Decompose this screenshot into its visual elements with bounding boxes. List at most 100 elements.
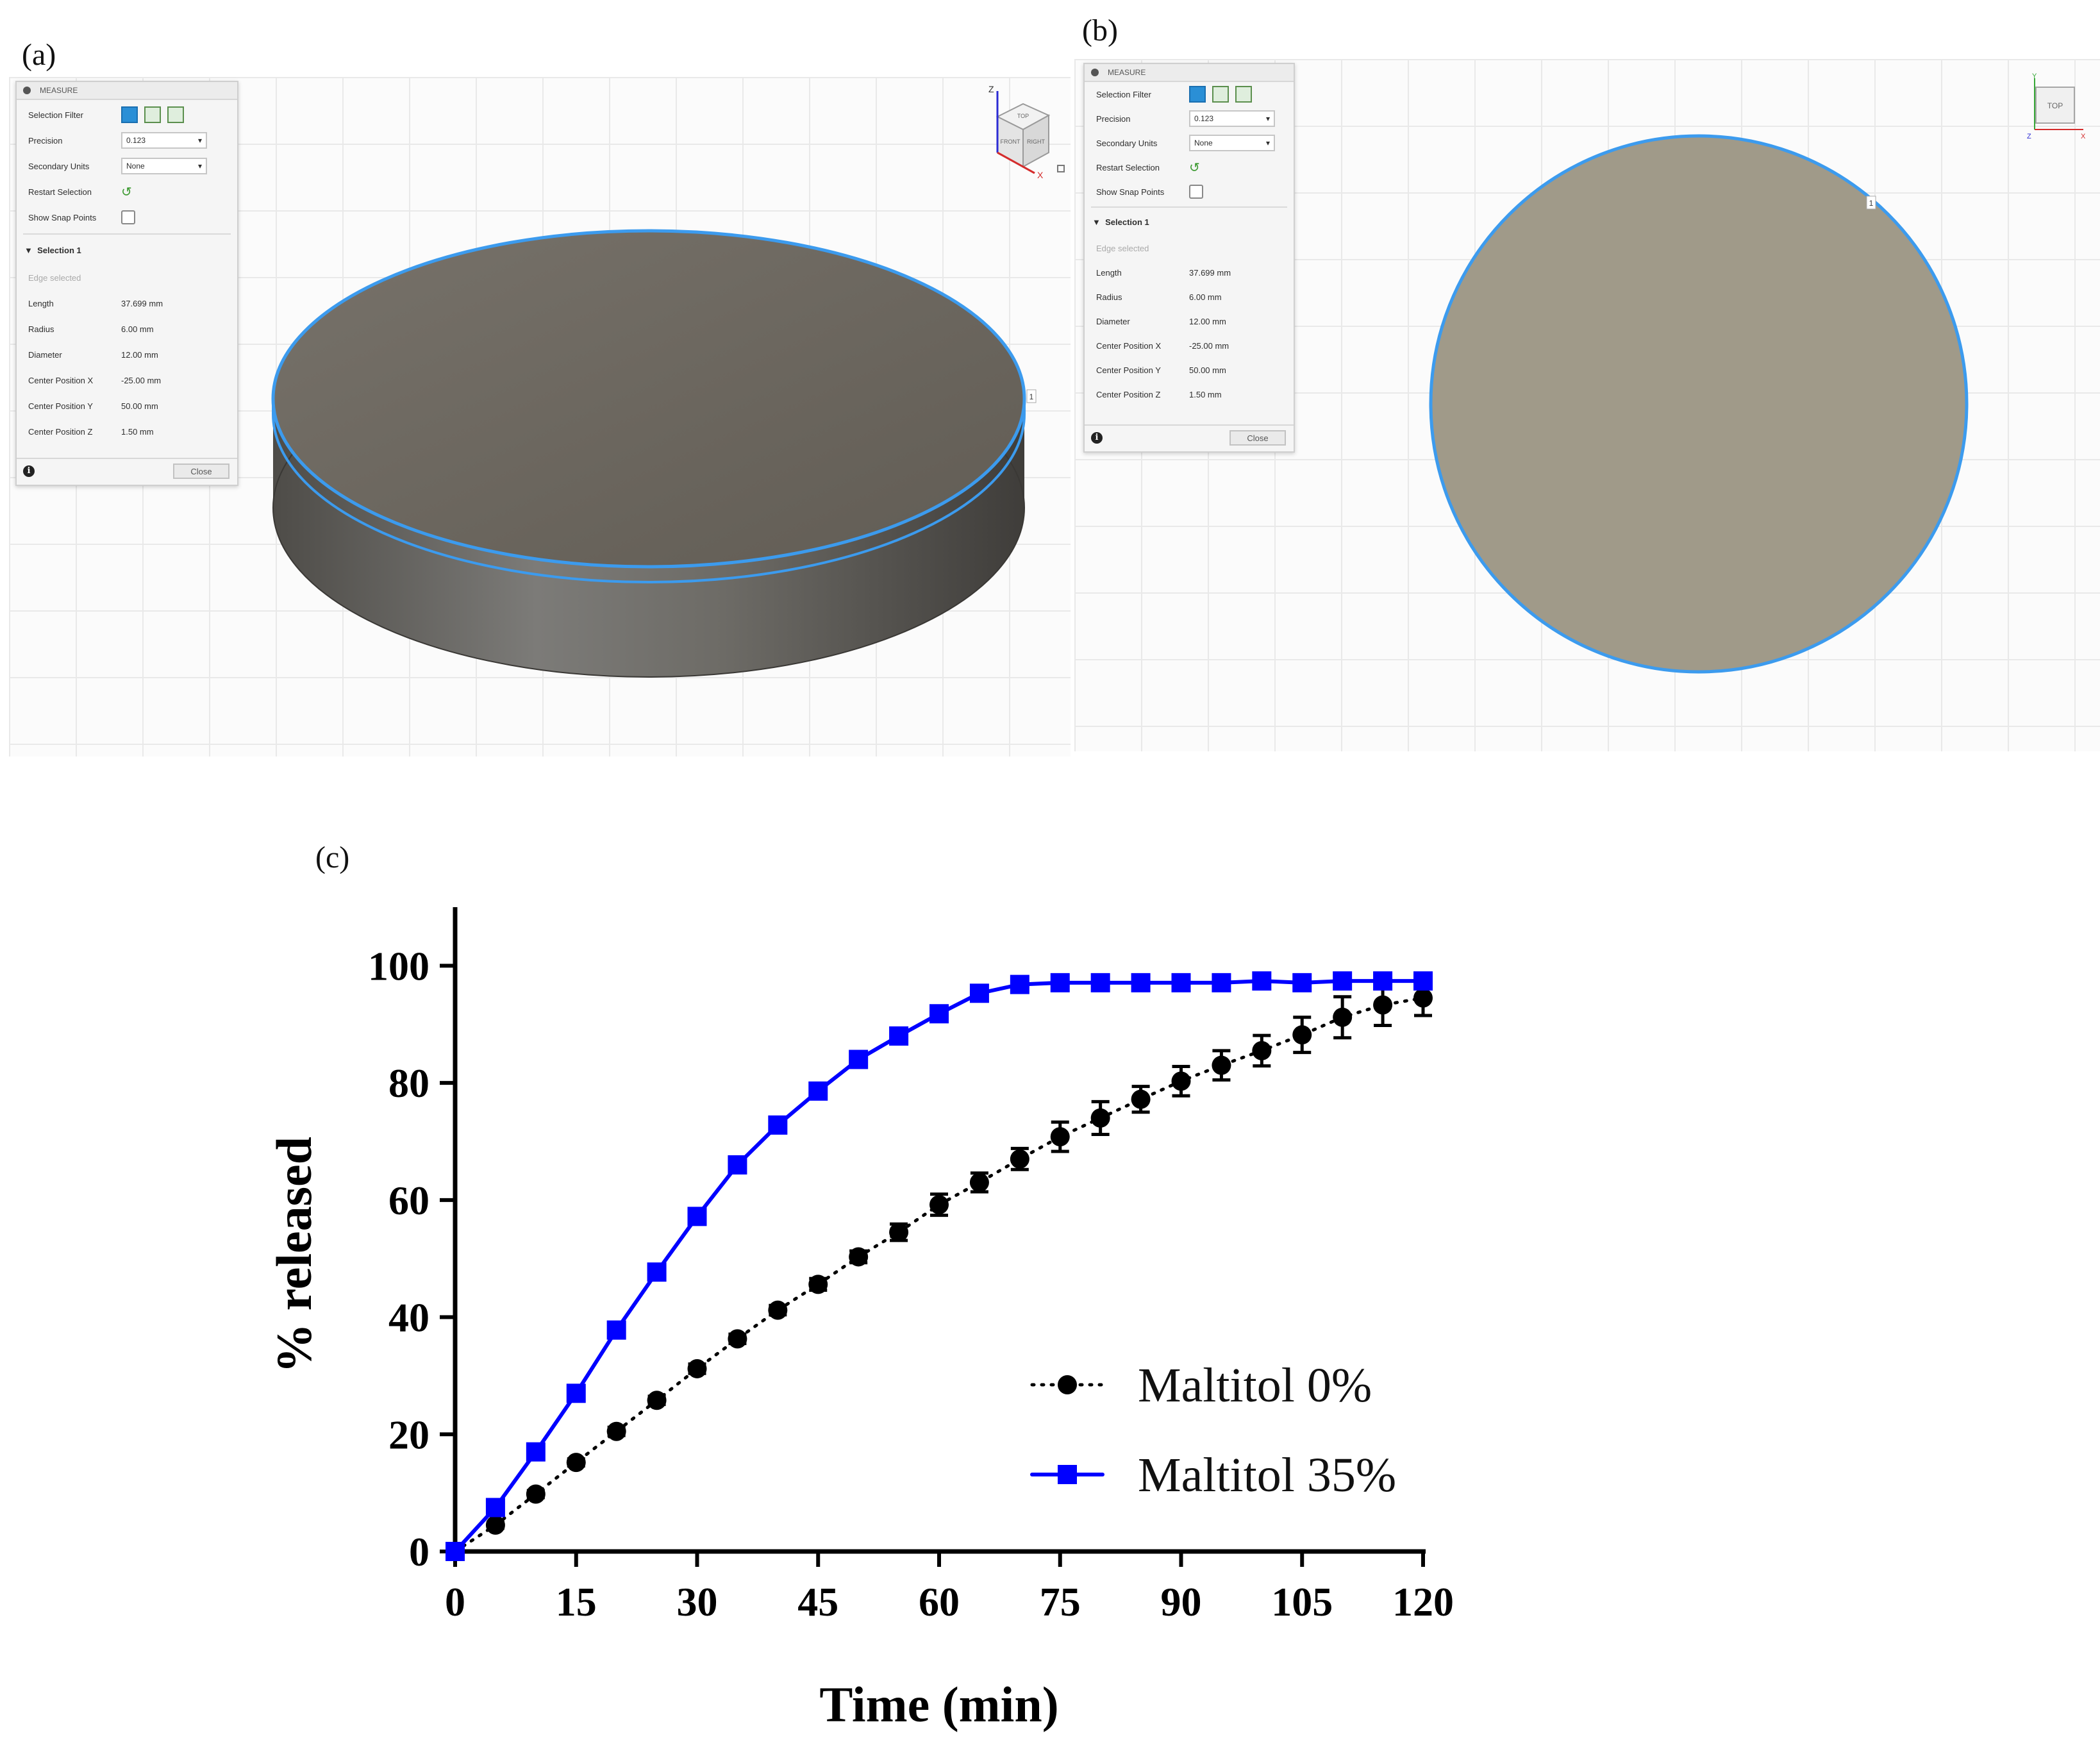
collapse-icon[interactable]	[23, 87, 31, 94]
svg-text:Z: Z	[988, 84, 994, 94]
disk-top-face[interactable]	[1431, 136, 1967, 672]
legend-marker-square	[1058, 1465, 1077, 1484]
x-tick-label: 0	[445, 1579, 465, 1625]
secondary-units-dropdown[interactable]: None ▾	[121, 158, 207, 174]
selected-circle-edge[interactable]	[1429, 134, 1969, 674]
x-tick-label: 75	[1040, 1579, 1081, 1625]
data-point-maltitol-0	[929, 1195, 949, 1215]
x-tick-label: 15	[556, 1579, 597, 1625]
release-chart: 0 20 40 60 80 100 0 15 30 45 60 75 90 105 120 Time (min…	[266, 907, 1454, 1732]
data-point-maltitol-35	[929, 1004, 949, 1024]
data-point-maltitol-0	[849, 1247, 869, 1267]
data-point-maltitol-35	[1373, 971, 1393, 991]
x-tick-label: 105	[1271, 1579, 1333, 1625]
close-button[interactable]: Close	[1229, 430, 1286, 446]
svg-text:X: X	[2081, 133, 2086, 140]
data-point-maltitol-35	[1010, 974, 1029, 994]
view-cube-a[interactable]: TOP FRONT RIGHT Z X	[964, 77, 1067, 186]
data-point-maltitol-35	[1050, 973, 1070, 992]
y-tick-label: 0	[409, 1529, 429, 1575]
data-point-maltitol-0	[1292, 1025, 1312, 1045]
panel-a-letter: (a)	[22, 38, 56, 72]
data-point-maltitol-35	[1171, 973, 1191, 992]
data-point-maltitol-35	[1252, 971, 1272, 991]
select-edge-icon[interactable]	[1235, 86, 1252, 103]
data-point-maltitol-35	[526, 1442, 546, 1462]
measure-panel-b: MEASURE Selection Filter Precision 0.123…	[1083, 63, 1295, 453]
data-point-maltitol-0	[1131, 1089, 1151, 1109]
data-point-maltitol-0	[808, 1275, 828, 1294]
data-point-maltitol-35	[687, 1207, 707, 1226]
data-point-maltitol-0	[606, 1421, 626, 1441]
svg-text:X: X	[1037, 170, 1044, 180]
disk-top-view[interactable]: 1	[1074, 59, 2100, 751]
svg-text:TOP: TOP	[2047, 101, 2063, 110]
measure-header[interactable]: MEASURE	[1085, 64, 1294, 82]
chevron-down-icon: ▾	[197, 162, 202, 171]
data-point-maltitol-0	[566, 1453, 586, 1473]
select-edge-icon[interactable]	[167, 106, 184, 123]
data-point-maltitol-0	[1373, 995, 1393, 1015]
data-point-maltitol-0	[1171, 1071, 1191, 1091]
select-body-icon[interactable]	[121, 106, 138, 123]
select-face-icon[interactable]	[144, 106, 161, 123]
viewport-a[interactable]: 1 TOP FRONT RIGHT Z X MEASURE Selection …	[9, 77, 1071, 756]
data-point-maltitol-35	[1292, 973, 1312, 992]
data-point-maltitol-0	[647, 1391, 667, 1410]
selection-section-header[interactable]: ▼ Selection 1	[1092, 217, 1149, 227]
precision-dropdown[interactable]: 0.123 ▾	[121, 132, 207, 149]
data-point-maltitol-35	[1090, 973, 1110, 992]
y-tick-label: 80	[388, 1060, 429, 1106]
axis-x-line	[997, 151, 1035, 174]
snap-points-checkbox[interactable]	[121, 210, 135, 224]
x-tick-label: 120	[1392, 1579, 1454, 1625]
chevron-down-icon: ▾	[1265, 138, 1270, 147]
data-point-maltitol-0	[1413, 988, 1433, 1008]
restart-selection-icon[interactable]: ↺	[1189, 160, 1200, 175]
select-face-icon[interactable]	[1212, 86, 1229, 103]
home-icon[interactable]	[1057, 165, 1065, 172]
cylinder-top-face[interactable]	[273, 231, 1024, 567]
chevron-down-icon: ▾	[197, 136, 202, 145]
x-tick-label: 30	[677, 1579, 718, 1625]
secondary-units-dropdown[interactable]: None ▾	[1189, 135, 1275, 151]
x-axis-label: Time (min)	[819, 1676, 1058, 1732]
snap-points-checkbox[interactable]	[1189, 185, 1203, 199]
x-tick-label: 45	[797, 1579, 838, 1625]
svg-text:Z: Z	[2027, 133, 2031, 140]
cylinder-3d[interactable]: 1	[9, 77, 1071, 756]
y-tick-label: 60	[388, 1178, 429, 1223]
panel-c-letter: (c)	[315, 840, 350, 874]
x-tick-label: 90	[1161, 1579, 1202, 1625]
restart-selection-icon[interactable]: ↺	[121, 185, 132, 199]
data-point-maltitol-0	[687, 1358, 707, 1378]
info-icon[interactable]: i	[23, 465, 35, 477]
selection-section-header[interactable]: ▼ Selection 1	[24, 245, 81, 255]
data-point-maltitol-0	[969, 1173, 989, 1192]
legend-label-0: Maltitol 0%	[1138, 1358, 1372, 1412]
y-tick-label: 40	[388, 1295, 429, 1341]
select-body-icon[interactable]	[1189, 86, 1206, 103]
x-tick-label: 60	[919, 1579, 960, 1625]
selected-lower-edge	[272, 414, 1026, 583]
chevron-down-icon: ▾	[1265, 114, 1270, 123]
collapse-icon[interactable]	[1091, 69, 1099, 76]
data-point-maltitol-0	[1333, 1007, 1353, 1027]
data-point-maltitol-0	[1010, 1149, 1029, 1169]
precision-dropdown[interactable]: 0.123 ▾	[1189, 110, 1275, 127]
measure-header[interactable]: MEASURE	[17, 82, 237, 100]
info-icon[interactable]: i	[1091, 432, 1103, 444]
data-point-maltitol-0	[768, 1300, 788, 1320]
data-point-maltitol-0	[728, 1329, 747, 1349]
data-point-maltitol-0	[485, 1515, 505, 1535]
svg-text:Y: Y	[2032, 72, 2037, 80]
y-tick-label: 100	[368, 943, 429, 989]
close-button[interactable]: Close	[173, 464, 229, 479]
data-point-maltitol-35	[1212, 973, 1231, 992]
data-point-maltitol-35	[1131, 973, 1151, 992]
svg-text:TOP: TOP	[1017, 113, 1029, 119]
data-point-maltitol-35	[647, 1262, 667, 1282]
measure-panel-a: MEASURE Selection Filter Precision 0.123…	[15, 81, 238, 486]
viewport-b[interactable]: 1 TOP Y X Z MEASURE Selection Filter Pre…	[1074, 59, 2100, 751]
view-cube-b[interactable]: TOP Y X Z	[2017, 72, 2087, 142]
